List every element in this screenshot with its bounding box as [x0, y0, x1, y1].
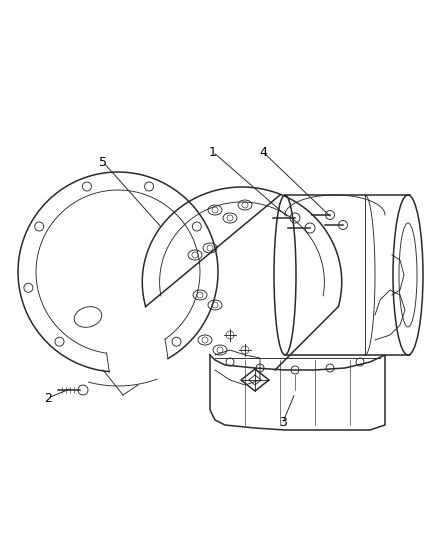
- Text: 2: 2: [44, 392, 52, 405]
- Text: 1: 1: [209, 146, 217, 158]
- Text: 4: 4: [259, 146, 267, 158]
- Text: 5: 5: [99, 156, 107, 168]
- Text: 3: 3: [279, 416, 287, 429]
